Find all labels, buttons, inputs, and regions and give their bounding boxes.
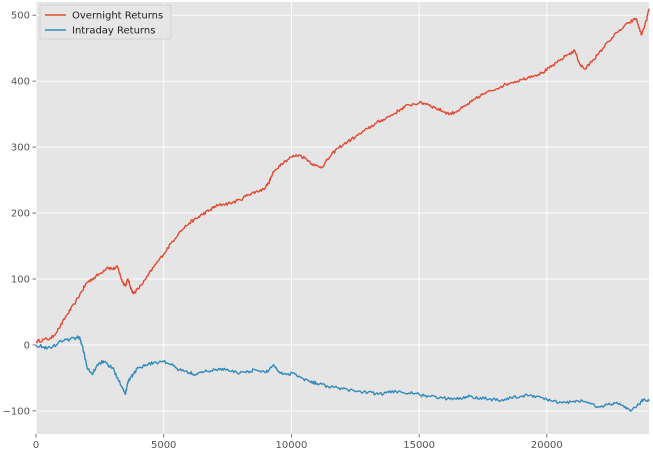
x-tick-label: 20000 xyxy=(531,440,563,451)
x-tick-label: 10000 xyxy=(276,440,308,451)
x-tick-label: 15000 xyxy=(403,440,435,451)
series-layer xyxy=(35,8,650,412)
legend-box xyxy=(39,4,172,40)
y-tick-label: 0 xyxy=(24,340,30,351)
y-tick-label: 200 xyxy=(11,209,30,220)
legend-label: Overnight Returns xyxy=(72,11,163,22)
series-line-intraday-returns xyxy=(35,335,650,412)
legend-label: Intraday Returns xyxy=(72,26,155,37)
x-tick-label: 0 xyxy=(33,440,39,451)
y-tick-label: 400 xyxy=(11,77,30,88)
y-tick-label: 100 xyxy=(11,275,30,286)
y-tick-label: −100 xyxy=(3,406,30,417)
legend: Overnight Returns Intraday Returns xyxy=(39,4,172,40)
series-line-overnight-returns xyxy=(35,8,650,344)
plot-background xyxy=(36,2,649,434)
y-tick-label: 500 xyxy=(11,11,30,22)
x-axis: 0 5000 10000 15000 20000 xyxy=(33,434,563,451)
x-tick-label: 5000 xyxy=(151,440,176,451)
y-tick-label: 300 xyxy=(11,143,30,154)
y-axis: −100 0 100 200 300 400 500 xyxy=(3,11,36,417)
